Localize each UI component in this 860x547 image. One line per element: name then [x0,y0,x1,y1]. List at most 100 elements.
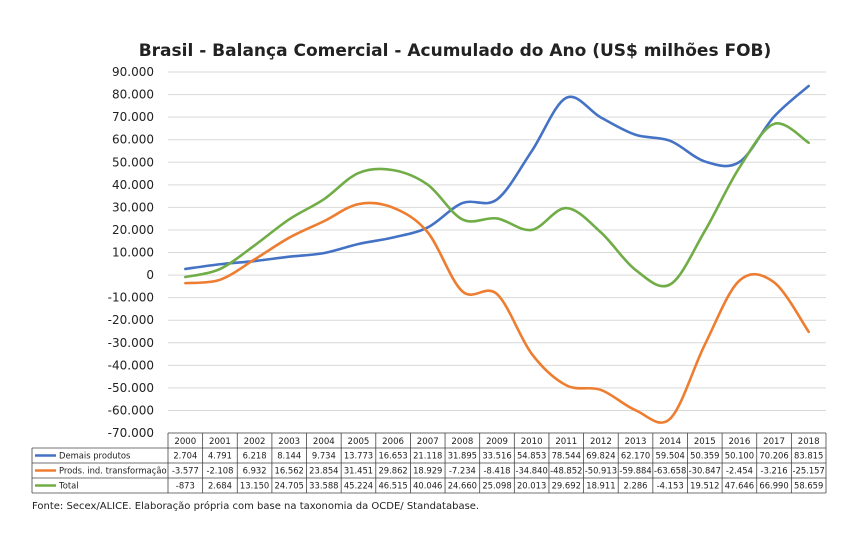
x-tick-label: 2011 [555,437,577,447]
legend-label: Prods. ind. transformação [59,466,167,476]
y-axis-tick-labels: 90.000 80.000 70.000 60.000 50.000 40.000 30.0… [108,65,154,440]
data-label: 23.854 [309,466,338,476]
data-label: 59.504 [656,451,685,461]
x-tick-label: 2005 [348,437,370,447]
data-label: 2.684 [208,481,232,491]
data-label: -2.108 [206,466,233,476]
data-label: 20.013 [517,481,546,491]
x-tick-label: 2009 [486,437,508,447]
data-label: 21.118 [413,451,442,461]
data-label: -34.840 [515,466,547,476]
x-tick-label: 2014 [659,437,681,447]
y-tick-label: 80.000 [112,88,154,102]
data-label: -873 [176,481,195,491]
data-label: 24.705 [275,481,304,491]
data-label: 31.895 [448,451,477,461]
x-tick-label: 2006 [382,437,404,447]
data-label: 62.170 [621,451,650,461]
data-label: 54.853 [517,451,546,461]
y-tick-label: -70.000 [108,426,154,440]
x-tick-label: 2013 [625,437,647,447]
series-line-2 [184,201,810,424]
data-label: -7.234 [449,466,476,476]
y-tick-label: -30.000 [108,336,154,350]
data-label: 9.734 [312,451,336,461]
data-label: 16.653 [378,451,407,461]
data-label: 66.990 [759,481,788,491]
data-label: 33.516 [482,451,511,461]
x-tick-label: 2015 [694,437,716,447]
x-tick-label: 2012 [590,437,612,447]
data-label: 29.862 [378,466,407,476]
x-tick-label: 2008 [451,437,473,447]
data-label: 40.046 [413,481,442,491]
data-label: 33.588 [309,481,338,491]
y-tick-label: -50.000 [108,381,154,395]
y-tick-label: 0 [146,268,154,282]
data-label: 78.544 [552,451,581,461]
y-tick-label: 70.000 [112,110,154,124]
series-lines [184,84,810,424]
data-table: 2000 2001 2002 2003 2004 2005 2006 2007 2008 2009… [31,432,827,494]
data-label: 19.512 [690,481,719,491]
data-label: 50.100 [725,451,754,461]
data-label: -3.577 [172,466,199,476]
series-line-3 [184,122,810,288]
data-label: 16.562 [275,466,304,476]
data-label: 6.932 [243,466,267,476]
data-label: -63.658 [654,466,686,476]
x-tick-label: 2002 [244,437,266,447]
x-tick-label: 2003 [278,437,300,447]
x-tick-label: 2017 [763,437,785,447]
x-tick-label: 2010 [521,437,543,447]
data-label: 2.286 [624,481,648,491]
data-label: 24.660 [448,481,477,491]
y-tick-label: 20.000 [112,223,154,237]
data-label: 25.098 [482,481,511,491]
y-tick-label: 60.000 [112,133,154,147]
x-tick-label: 2016 [728,437,750,447]
source-note: Fonte: Secex/ALICE. Elaboração própria c… [32,500,479,512]
data-label: 47.646 [725,481,754,491]
data-label: -25.157 [793,466,825,476]
data-label: 58.659 [794,481,823,491]
y-tick-label: -40.000 [108,358,154,372]
data-label: -50.913 [585,466,617,476]
y-tick-label: 30.000 [112,200,154,214]
data-label: 50.359 [690,451,719,461]
data-label: 6.218 [243,451,267,461]
data-label: -3.216 [761,466,788,476]
x-tick-label: 2001 [209,437,231,447]
data-label: -59.884 [619,466,651,476]
y-tick-label: -60.000 [108,403,154,417]
data-label: 13.150 [240,481,269,491]
data-label: 4.791 [208,451,232,461]
y-tick-label: -10.000 [108,291,154,305]
data-label: 18.929 [413,466,442,476]
data-label: -8.418 [484,466,511,476]
data-label: 83.815 [794,451,823,461]
data-label: -4.153 [657,481,684,491]
y-tick-label: 10.000 [112,246,154,260]
data-label: 13.773 [344,451,373,461]
data-label: 45.224 [344,481,373,491]
legend-label: Demais produtos [59,451,130,461]
data-label: 29.692 [552,481,581,491]
data-label: 31.451 [344,466,373,476]
x-tick-label: 2018 [798,437,820,447]
data-label: -48.852 [550,466,582,476]
data-label: 46.515 [378,481,407,491]
data-label: 69.824 [586,451,615,461]
y-tick-label: 50.000 [112,155,154,169]
data-label: -2.454 [726,466,753,476]
x-tick-label: 2000 [174,437,196,447]
data-label: 8.144 [277,451,301,461]
legend-label: Total [58,481,79,491]
series-line-1 [184,84,810,271]
y-tick-label: 40.000 [112,178,154,192]
chart-title: Brasil - Balança Comercial - Acumulado d… [139,41,772,61]
y-tick-label: 90.000 [112,65,154,79]
x-tick-label: 2004 [313,437,335,447]
data-label: 18.911 [586,481,615,491]
